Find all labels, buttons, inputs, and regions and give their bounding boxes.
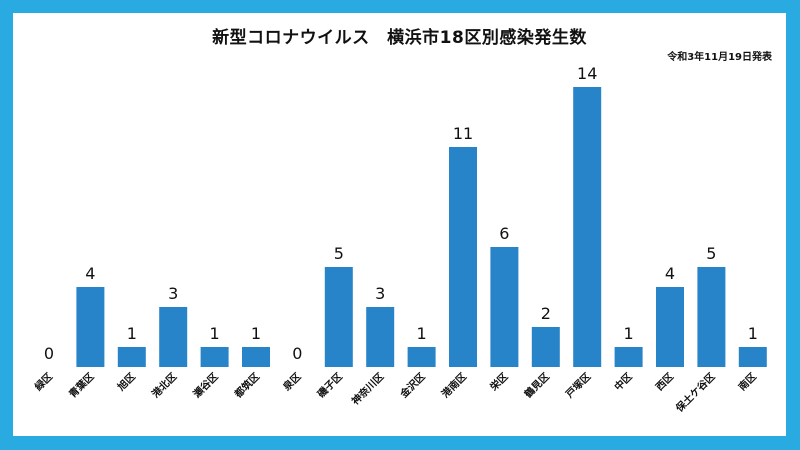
category-label-6: 泉区 [279,370,303,394]
bar-7 [324,267,353,367]
data-label-3: 3 [168,284,178,303]
bar-17 [738,347,767,367]
data-label-4: 1 [210,324,220,343]
data-label-1: 4 [85,264,95,283]
bar-2 [117,347,146,367]
bar-15 [656,287,684,367]
category-label-17: 南区 [736,370,759,393]
category-label-13: 戸塚区 [563,370,593,400]
category-label-3: 港北区 [149,370,179,400]
bar-14 [614,347,643,367]
data-label-5: 1 [251,324,261,343]
category-label-0: 緑区 [32,370,55,393]
category-label-4: 瀬谷区 [190,370,220,400]
data-label-8: 3 [375,284,385,303]
bar-13 [573,87,602,367]
data-label-13: 14 [577,64,597,83]
category-label-9: 金沢区 [397,370,428,401]
data-label-14: 1 [624,324,634,343]
category-label-5: 都筑区 [231,370,262,401]
category-label-16: 保土ケ谷区 [672,370,717,415]
category-label-7: 磯子区 [315,370,345,400]
data-label-7: 5 [334,244,344,263]
chart-title: 新型コロナウイルス 横浜市18区別感染発生数 [212,28,587,48]
data-label-10: 11 [453,124,473,143]
bar-1 [76,287,105,367]
data-label-17: 1 [748,324,758,343]
category-label-15: 西区 [653,371,676,394]
category-label-8: 神奈川区 [349,370,386,407]
data-label-11: 6 [499,224,509,243]
bar-8 [366,307,395,367]
category-label-14: 中区 [611,370,634,393]
category-label-10: 港南区 [439,370,469,400]
bar-16 [697,267,726,367]
bar-4 [200,347,229,367]
data-label-12: 2 [541,304,551,323]
category-label-2: 旭区 [114,370,138,394]
data-label-0: 0 [44,344,54,363]
data-label-16: 5 [706,244,716,263]
data-label-15: 4 [665,264,675,283]
chart-subtitle: 令和3年11月19日発表 [667,52,772,63]
data-label-2: 1 [127,324,137,343]
category-label-1: 青葉区 [66,370,96,400]
bar-10 [449,147,477,367]
category-label-11: 栄区 [486,370,510,394]
category-label-12: 鶴見区 [522,370,552,400]
bar-12 [531,327,560,367]
data-label-6: 0 [292,344,302,363]
bar-5 [242,347,270,367]
bar-9 [407,347,436,367]
bar-3 [159,307,188,367]
bar-11 [490,247,519,367]
data-label-9: 1 [417,324,427,343]
